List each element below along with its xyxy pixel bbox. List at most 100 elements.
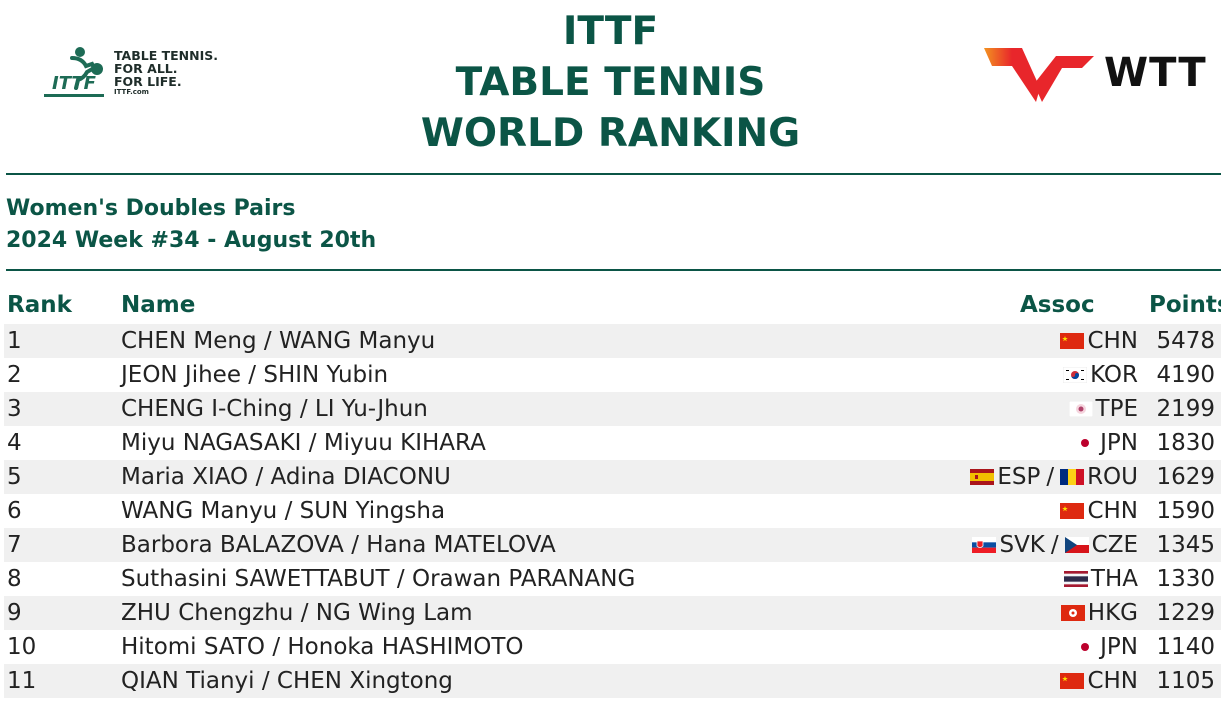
- assoc-code: HKG: [1087, 600, 1138, 626]
- points-cell: 4190: [1156, 362, 1215, 388]
- assoc-cell: CHN: [1060, 494, 1138, 528]
- assoc-separator: /: [1046, 464, 1055, 490]
- subtitle-divider: [6, 269, 1221, 271]
- pair-name-cell: Suthasini SAWETTABUT / Orawan PARANANG: [121, 566, 636, 592]
- page-header: ITTF TABLE TENNIS. FOR ALL. FOR LIFE. IT…: [0, 0, 1221, 175]
- assoc-cell: JPN: [1073, 426, 1138, 460]
- pair-name-cell: Hitomi SATO / Honoka HASHIMOTO: [121, 634, 524, 660]
- table-row: 9 ZHU Chengzhu / NG Wing Lam HKG 1229: [4, 596, 1221, 630]
- ittf-url: ITTF.com: [114, 88, 149, 96]
- page-title: ITTF TABLE TENNIS WORLD RANKING: [0, 6, 1221, 159]
- assoc-code: ESP: [997, 464, 1041, 490]
- rank-cell: 8: [7, 566, 22, 592]
- assoc-code: KOR: [1090, 362, 1138, 388]
- points-cell: 1330: [1156, 566, 1215, 592]
- rank-cell: 3: [7, 396, 22, 422]
- flag-romania-icon: [1060, 469, 1085, 485]
- table-row: 7 Barbora BALAZOVA / Hana MATELOVA SVK / CZE…: [4, 528, 1221, 562]
- assoc-cell: JPN: [1073, 630, 1138, 664]
- assoc-code: ROU: [1087, 464, 1138, 490]
- table-row: 4 Miyu NAGASAKI / Miyuu KIHARA JPN 1830: [4, 426, 1221, 460]
- flag-japan-icon: [1073, 639, 1098, 655]
- rank-cell: 2: [7, 362, 22, 388]
- header-divider: [6, 173, 1221, 175]
- column-header-rank: Rank: [7, 292, 72, 318]
- pair-name-cell: ZHU Chengzhu / NG Wing Lam: [121, 600, 473, 626]
- points-cell: 1590: [1156, 498, 1215, 524]
- rank-cell: 4: [7, 430, 22, 456]
- rank-cell: 10: [7, 634, 37, 660]
- assoc-code: CZE: [1091, 532, 1138, 558]
- flag-china-icon: [1060, 673, 1085, 689]
- table-row: 3 CHENG I-Ching / LI Yu-Jhun TPE 2199: [4, 392, 1221, 426]
- ittf-tagline-line: FOR LIFE.: [114, 74, 182, 89]
- rank-cell: 1: [7, 328, 22, 354]
- assoc-code: JPN: [1100, 430, 1138, 456]
- assoc-cell: KOR: [1063, 358, 1138, 392]
- flag-china-icon: [1060, 503, 1085, 519]
- points-cell: 1345: [1156, 532, 1215, 558]
- points-cell: 1629: [1156, 464, 1215, 490]
- flag-korea-icon: [1063, 367, 1088, 383]
- pair-name-cell: JEON Jihee / SHIN Yubin: [121, 362, 389, 388]
- wtt-logo: WTT: [982, 44, 1212, 106]
- assoc-cell: TPE: [1068, 392, 1138, 426]
- flag-thailand-icon: [1063, 571, 1088, 587]
- assoc-cell: CHN: [1060, 324, 1138, 358]
- assoc-cell: CHN: [1060, 664, 1138, 698]
- pair-name-cell: CHEN Meng / WANG Manyu: [121, 328, 436, 354]
- points-cell: 1830: [1156, 430, 1215, 456]
- assoc-code: CHN: [1087, 328, 1138, 354]
- assoc-code: TPE: [1095, 396, 1138, 422]
- assoc-code: CHN: [1087, 498, 1138, 524]
- table-row: 10 Hitomi SATO / Honoka HASHIMOTO JPN 1140: [4, 630, 1221, 664]
- ittf-tagline-line: FOR ALL.: [114, 61, 178, 76]
- ranking-table: 1 CHEN Meng / WANG Manyu CHN 5478 2 JEON Jihe…: [4, 324, 1221, 698]
- assoc-code: JPN: [1100, 634, 1138, 660]
- flag-chinese-taipei-icon: [1068, 401, 1093, 417]
- rank-cell: 6: [7, 498, 22, 524]
- assoc-code: CHN: [1087, 668, 1138, 694]
- table-row: 1 CHEN Meng / WANG Manyu CHN 5478: [4, 324, 1221, 358]
- column-header-points: Points: [1149, 292, 1221, 318]
- pair-name-cell: Barbora BALAZOVA / Hana MATELOVA: [121, 532, 556, 558]
- flag-slovakia-icon: [972, 537, 997, 553]
- rank-cell: 9: [7, 600, 22, 626]
- title-line: ITTF: [562, 9, 659, 54]
- column-header-assoc: Assoc: [1020, 292, 1095, 318]
- flag-japan-icon: [1073, 435, 1098, 451]
- rank-cell: 5: [7, 464, 22, 490]
- points-cell: 1105: [1156, 668, 1215, 694]
- pair-name-cell: QIAN Tianyi / CHEN Xingtong: [121, 668, 453, 694]
- points-cell: 2199: [1156, 396, 1215, 422]
- ittf-tagline: TABLE TENNIS. FOR ALL. FOR LIFE. ITTF.co…: [114, 49, 218, 97]
- ittf-player-icon: ITTF: [44, 47, 104, 97]
- column-header-name: Name: [121, 292, 196, 318]
- table-row: 2 JEON Jihee / SHIN Yubin KOR 4190: [4, 358, 1221, 392]
- points-cell: 5478: [1156, 328, 1215, 354]
- title-line: WORLD RANKING: [420, 111, 801, 156]
- pair-name-cell: WANG Manyu / SUN Yingsha: [121, 498, 446, 524]
- assoc-cell: SVK / CZE: [972, 528, 1138, 562]
- assoc-separator: /: [1050, 532, 1059, 558]
- table-row: 11 QIAN Tianyi / CHEN Xingtong CHN 1105: [4, 664, 1221, 698]
- assoc-cell: HKG: [1060, 596, 1138, 630]
- ranking-subtitle: Women's Doubles Pairs 2024 Week #34 - Au…: [6, 193, 376, 257]
- pair-name-cell: Miyu NAGASAKI / Miyuu KIHARA: [121, 430, 486, 456]
- table-row: 8 Suthasini SAWETTABUT / Orawan PARANANG T…: [4, 562, 1221, 596]
- table-row: 6 WANG Manyu / SUN Yingsha CHN 1590: [4, 494, 1221, 528]
- title-line: TABLE TENNIS: [455, 60, 766, 105]
- wtt-wing-icon: [984, 48, 1094, 102]
- rank-cell: 7: [7, 532, 22, 558]
- assoc-cell: ESP / ROU: [970, 460, 1138, 494]
- flag-china-icon: [1060, 333, 1085, 349]
- pair-name-cell: Maria XIAO / Adina DIACONU: [121, 464, 451, 490]
- points-cell: 1229: [1156, 600, 1215, 626]
- assoc-cell: THA: [1063, 562, 1138, 596]
- table-row: 5 Maria XIAO / Adina DIACONU ESP / ROU 1629: [4, 460, 1221, 494]
- points-cell: 1140: [1156, 634, 1215, 660]
- ittf-tagline-line: TABLE TENNIS.: [114, 48, 219, 63]
- assoc-code: THA: [1090, 566, 1138, 592]
- svg-text:ITTF: ITTF: [52, 73, 97, 94]
- assoc-code: SVK: [999, 532, 1045, 558]
